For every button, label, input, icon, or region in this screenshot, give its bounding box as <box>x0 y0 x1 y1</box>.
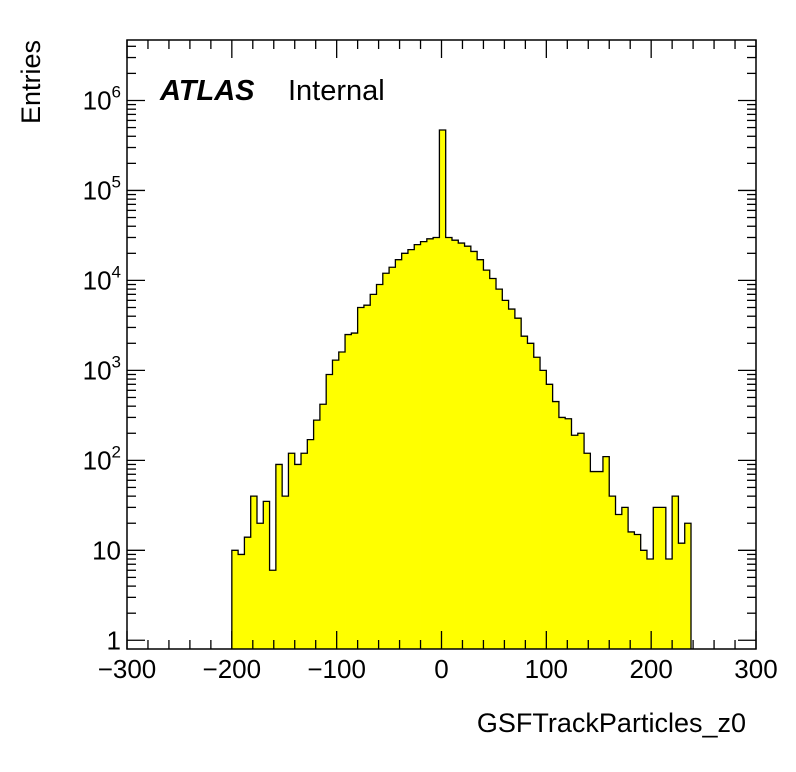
histogram-bin <box>351 333 359 649</box>
histogram-bin <box>433 237 440 650</box>
histogram-bin <box>439 129 447 649</box>
y-tick-label: 103 <box>83 352 121 385</box>
y-tick-label: 105 <box>83 172 121 205</box>
histogram-bin <box>275 464 283 649</box>
histogram-bin <box>376 284 384 649</box>
histogram-bin <box>571 435 579 649</box>
histogram-bin <box>615 514 623 649</box>
histogram-bin <box>628 531 635 649</box>
histogram-bin <box>565 418 572 649</box>
histogram-bin <box>445 237 453 650</box>
histogram-bin <box>420 241 428 649</box>
y-tick-label: 106 <box>83 82 121 115</box>
x-tick-label: 200 <box>629 654 672 684</box>
histogram-bin <box>477 259 484 649</box>
histogram-bin <box>634 534 642 649</box>
atlas-label: ATLAS <box>159 75 255 107</box>
axis-ticks <box>126 40 757 649</box>
histogram-bin <box>496 289 503 649</box>
histogram-bin <box>546 384 554 649</box>
histogram-bin <box>470 251 478 649</box>
histogram-bin <box>269 570 277 649</box>
histogram-bin <box>357 307 365 649</box>
x-tick-label: −100 <box>307 654 366 684</box>
histogram-bin <box>584 453 591 649</box>
histogram-bin <box>502 300 509 649</box>
histogram-bin <box>407 249 415 649</box>
y-tick-labels: 1 10 102 103 104 105 106 <box>83 82 121 655</box>
histogram-bin <box>672 496 679 649</box>
histogram-bin <box>640 550 648 649</box>
histogram-bin <box>288 453 296 649</box>
histogram-bin <box>401 253 409 649</box>
histogram-bin <box>609 496 616 649</box>
histogram-bin <box>508 309 516 649</box>
histogram-bin <box>338 352 346 649</box>
histogram-bin <box>527 343 535 649</box>
histogram-bin <box>263 501 270 649</box>
histogram-bin <box>426 238 434 649</box>
histogram-bin <box>231 550 239 649</box>
histogram-bin <box>646 559 654 649</box>
histogram-bin <box>319 404 327 649</box>
histogram-bin <box>395 259 403 649</box>
histogram-bin <box>370 294 377 649</box>
y-tick-label: 1 <box>107 625 121 655</box>
histogram-bin <box>451 240 459 649</box>
histogram-bin <box>602 456 610 649</box>
histogram-bin <box>621 507 629 649</box>
histogram-bin <box>256 523 264 649</box>
histogram-bin <box>244 537 252 649</box>
x-tick-label: −200 <box>203 654 262 684</box>
histogram-bin <box>590 471 598 649</box>
histogram-bin <box>389 267 396 649</box>
histogram-bin <box>659 507 667 649</box>
histogram-bin <box>514 318 522 649</box>
histogram-bin <box>345 334 352 649</box>
x-tick-labels: −300 −200 −100 0 100 200 300 <box>98 654 778 684</box>
y-tick-label: 102 <box>83 442 121 475</box>
histogram-bin <box>464 246 472 649</box>
histogram-bin <box>684 523 692 649</box>
x-tick-label: 100 <box>525 654 568 684</box>
histogram-bars <box>231 129 692 650</box>
histogram-bin <box>596 471 604 649</box>
x-tick-label: 0 <box>434 654 448 684</box>
histogram-bin <box>363 305 371 649</box>
histogram-bin <box>332 360 340 649</box>
histogram-bin <box>552 401 560 649</box>
histogram-bin <box>533 357 541 649</box>
histogram-bin <box>326 374 333 649</box>
histogram-bin <box>558 417 566 649</box>
histogram-bin <box>577 433 585 649</box>
histogram-bin <box>665 559 673 649</box>
histogram-bin <box>483 270 491 649</box>
y-tick-label: 104 <box>83 262 121 295</box>
histogram-bin <box>382 273 390 649</box>
y-tick-label: 10 <box>92 535 121 565</box>
histogram-bin <box>238 554 245 649</box>
x-tick-label: −300 <box>98 654 157 684</box>
histogram-outline <box>231 129 692 649</box>
histogram-bin <box>307 439 315 649</box>
histogram-bin <box>250 496 258 649</box>
histogram-bin <box>521 336 528 649</box>
histogram-bin <box>414 244 421 650</box>
histogram-bin <box>540 370 547 649</box>
histogram-bin <box>313 420 321 649</box>
histogram-bin <box>678 543 686 649</box>
histogram-bin <box>458 243 465 650</box>
histogram-bin <box>489 278 497 649</box>
histogram-bin <box>294 464 302 649</box>
histogram-bin <box>653 507 660 649</box>
y-axis-title: Entries <box>16 40 46 124</box>
histogram-bin <box>282 496 289 649</box>
histogram-bin <box>301 453 308 649</box>
internal-label: Internal <box>288 75 385 107</box>
x-tick-label: 300 <box>734 654 777 684</box>
x-axis-title: GSFTrackParticles_z0 <box>477 708 746 738</box>
